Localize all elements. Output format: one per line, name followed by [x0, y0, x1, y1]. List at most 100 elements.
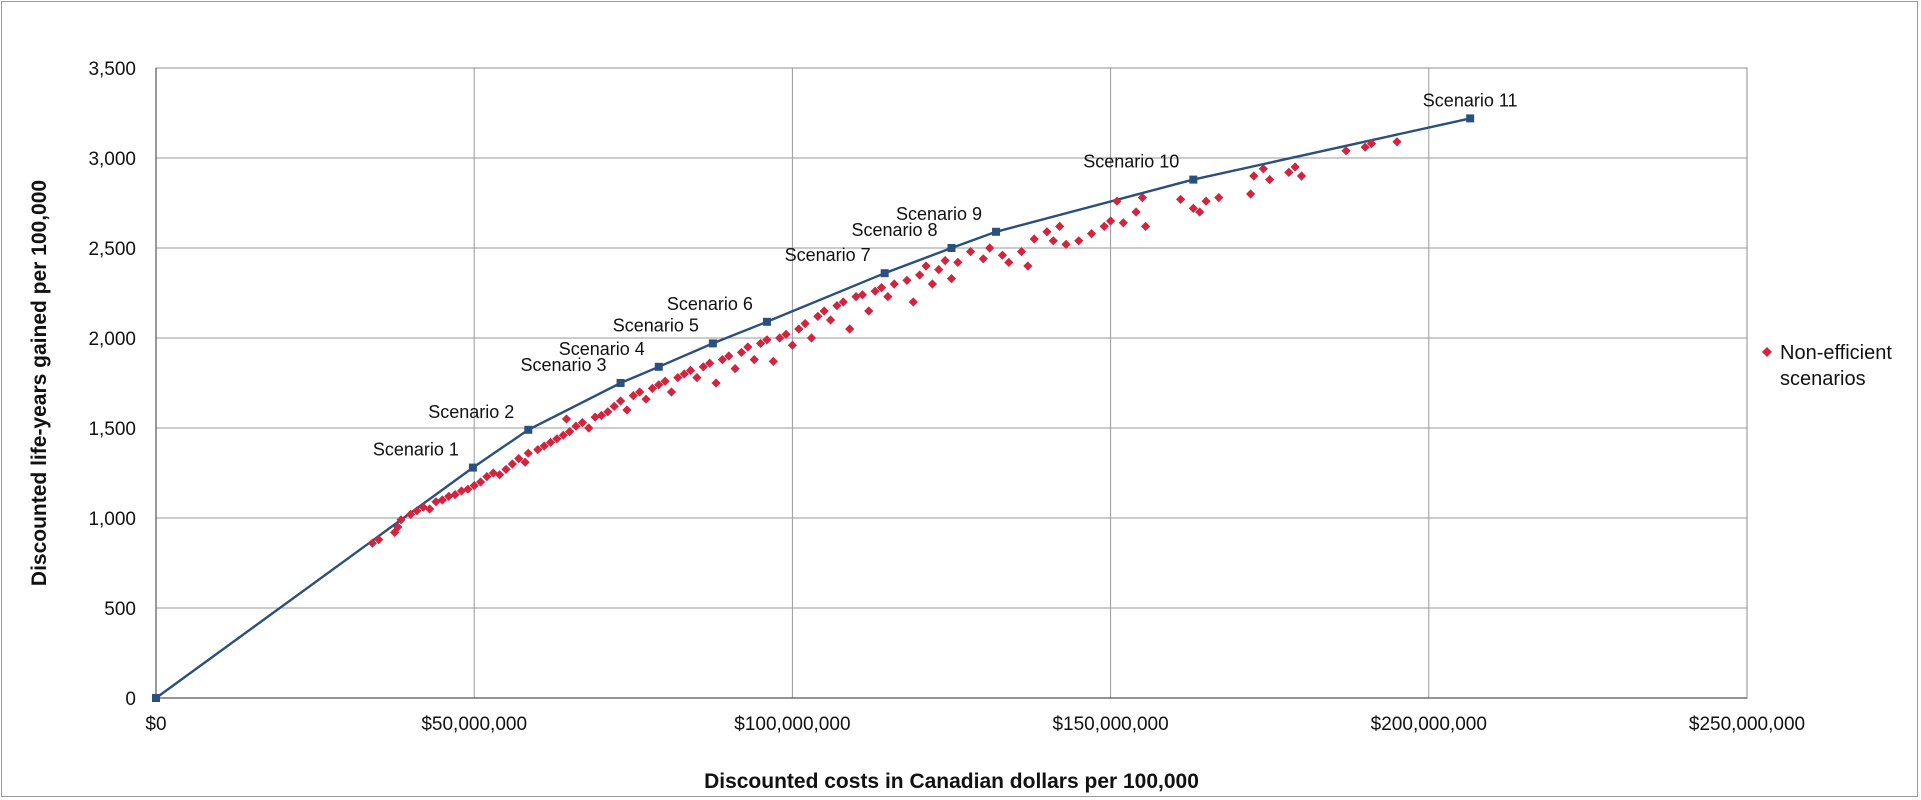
scenario-label: Scenario 3: [521, 355, 607, 375]
non-efficient-point: [1106, 216, 1116, 226]
y-tick-label: 2,500: [88, 239, 136, 260]
non-efficient-point: [934, 265, 944, 275]
non-efficient-point: [921, 261, 931, 271]
non-efficient-point: [711, 378, 721, 388]
non-efficient-point: [1201, 196, 1211, 206]
scenario-label: Scenario 2: [428, 402, 514, 422]
non-efficient-point: [469, 481, 479, 491]
non-efficient-point: [628, 391, 638, 401]
non-efficient-point: [775, 333, 785, 343]
non-efficient-point: [724, 351, 734, 361]
non-efficient-point: [1042, 227, 1052, 237]
non-efficient-point: [1195, 207, 1205, 217]
frontier-point: [654, 362, 663, 371]
non-efficient-point: [730, 364, 740, 374]
non-efficient-point: [507, 459, 517, 469]
non-efficient-point: [622, 405, 632, 415]
y-tick-label: 0: [125, 689, 136, 710]
tick-labels: 0 500 1,000 1,500 2,000 2,500 3,000 3,500 $0 $50,…: [88, 59, 1805, 735]
non-efficient-point: [819, 306, 829, 316]
frontier-point: [524, 425, 533, 434]
non-efficient-point: [520, 457, 530, 467]
x-tick-label: $100,000,000: [734, 714, 850, 735]
non-efficient-point: [927, 279, 938, 289]
non-efficient-point: [781, 329, 791, 339]
non-efficient-point: [475, 477, 486, 487]
x-tick-label: $200,000,000: [1371, 714, 1487, 735]
non-efficient-point: [552, 434, 562, 444]
non-efficient-point: [876, 283, 887, 293]
non-efficient-point: [673, 373, 683, 383]
non-efficient-point: [1284, 167, 1294, 177]
non-efficient-point: [1023, 261, 1033, 271]
scenario-label: Scenario 7: [785, 245, 871, 265]
non-efficient-point: [444, 491, 454, 501]
non-efficient-point: [1176, 194, 1186, 204]
x-axis-title: Discounted costs in Canadian dollars per…: [704, 770, 1199, 793]
legend-label: Non-efficient scenarios: [1780, 342, 1892, 390]
non-efficient-point: [946, 274, 957, 284]
non-efficient-point: [405, 509, 416, 519]
non-efficient-point: [800, 319, 810, 329]
non-efficient-point: [596, 410, 607, 420]
y-tick-label: 1,500: [88, 419, 136, 440]
non-efficient-point: [1112, 196, 1122, 206]
gridlines: [156, 68, 1747, 698]
non-efficient-point: [755, 338, 766, 348]
non-efficient-point: [514, 454, 524, 464]
non-efficient-point: [762, 335, 772, 345]
non-efficient-point: [889, 279, 899, 289]
non-efficient-point: [1061, 239, 1071, 249]
non-efficient-point: [654, 380, 664, 390]
non-efficient-point: [1341, 146, 1351, 156]
scenario-label: Scenario 11: [1423, 90, 1518, 110]
x-tick-label: $50,000,000: [421, 714, 527, 735]
non-efficient-point: [1249, 171, 1259, 181]
non-efficient-point: [915, 270, 925, 280]
non-efficient-point: [577, 418, 587, 428]
non-efficient-point: [450, 490, 460, 500]
non-efficient-point: [857, 290, 868, 300]
non-efficient-point: [412, 506, 422, 516]
non-efficient-point: [425, 504, 435, 514]
non-efficient-point: [768, 356, 778, 366]
non-efficient-point: [1016, 247, 1027, 257]
non-efficient-point: [615, 396, 626, 406]
non-efficient-point: [558, 430, 568, 440]
non-efficient-point: [787, 340, 797, 350]
non-efficient-point: [660, 376, 670, 386]
non-efficient-point: [367, 538, 377, 548]
scenario-label: Scenario 9: [896, 204, 982, 224]
non-efficient-point: [393, 522, 403, 532]
plot-area: [155, 67, 1748, 699]
non-efficient-point: [870, 286, 880, 296]
x-tick-label: $0: [145, 714, 166, 735]
non-efficient-point: [1118, 218, 1128, 228]
y-tick-label: 2,000: [88, 329, 136, 350]
non-efficient-point: [437, 495, 447, 505]
non-efficient-point: [647, 383, 657, 393]
non-efficient-point: [679, 369, 689, 379]
non-efficient-point: [1290, 162, 1300, 172]
frontier-line: [155, 117, 1471, 699]
non-efficient-point: [1246, 189, 1256, 199]
non-efficient-point: [883, 292, 893, 302]
legend-label-line: scenarios: [1780, 368, 1866, 390]
non-efficient-point: [1004, 257, 1014, 267]
non-efficient-point: [641, 394, 651, 404]
non-efficient-point: [482, 472, 492, 482]
non-efficient-point: [908, 297, 918, 307]
y-tick-label: 500: [104, 599, 136, 620]
y-tick-label: 1,000: [88, 509, 136, 530]
non-efficient-point: [736, 347, 747, 357]
non-efficient-point: [813, 311, 823, 321]
non-efficient-point: [692, 373, 702, 383]
non-efficient-point: [743, 342, 753, 352]
non-efficient-point: [545, 437, 556, 447]
non-efficient-point: [794, 324, 804, 334]
non-efficient-point: [584, 423, 594, 433]
frontier-point: [468, 463, 477, 472]
non-efficient-point: [832, 301, 842, 311]
